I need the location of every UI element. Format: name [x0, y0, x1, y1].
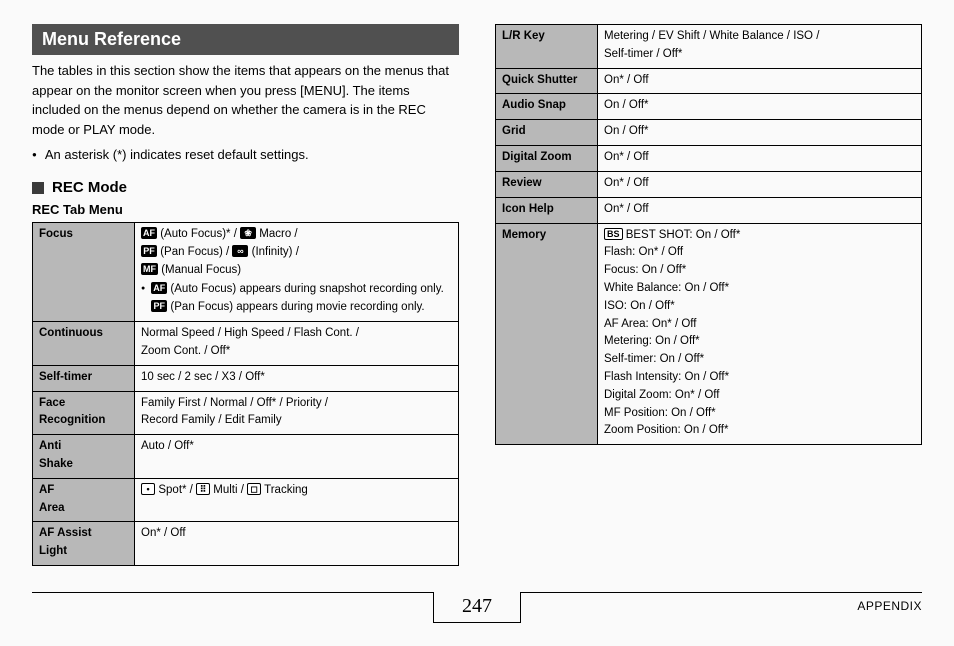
- row-label: Memory: [496, 223, 598, 445]
- row-label: AFArea: [33, 478, 135, 522]
- ⠿-icon: ⠿: [196, 483, 210, 495]
- row-value: On* / Off: [135, 522, 459, 566]
- row-value: Normal Speed / High Speed / Flash Cont. …: [135, 322, 459, 366]
- row-label: Review: [496, 171, 598, 197]
- rec-tab-table: FocusAF (Auto Focus)* / ❀ Macro /PF (Pan…: [32, 222, 459, 566]
- intro-text: The tables in this section show the item…: [32, 61, 459, 139]
- row-label: L/R Key: [496, 25, 598, 69]
- row-value: On* / Off: [598, 197, 922, 223]
- mf-icon: MF: [141, 263, 158, 275]
- row-label: Continuous: [33, 322, 135, 366]
- ∞-icon: ∞: [232, 245, 248, 257]
- row-value: 10 sec / 2 sec / X3 / Off*: [135, 365, 459, 391]
- ❀-icon: ❀: [240, 227, 256, 239]
- page-number: 247: [433, 592, 521, 623]
- row-label: Icon Help: [496, 197, 598, 223]
- row-label: Self-timer: [33, 365, 135, 391]
- table-row: MemoryBS BEST SHOT: On / Off*Flash: On* …: [496, 223, 922, 445]
- section-title: REC Mode: [52, 179, 127, 196]
- title-bar: Menu Reference: [32, 24, 459, 55]
- table-row: Quick ShutterOn* / Off: [496, 68, 922, 94]
- row-value: AF (Auto Focus)* / ❀ Macro /PF (Pan Focu…: [135, 223, 459, 322]
- section-heading: REC Mode: [32, 179, 459, 196]
- table-row: Audio SnapOn / Off*: [496, 94, 922, 120]
- columns: Menu Reference The tables in this sectio…: [32, 24, 922, 584]
- sub-heading: REC Tab Menu: [32, 202, 459, 217]
- row-label: AF AssistLight: [33, 522, 135, 566]
- row-value: On* / Off: [598, 68, 922, 94]
- row-value: Metering / EV Shift / White Balance / IS…: [598, 25, 922, 69]
- row-label: Quick Shutter: [496, 68, 598, 94]
- page-root: Menu Reference The tables in this sectio…: [0, 0, 954, 646]
- table-row: Self-timer10 sec / 2 sec / X3 / Off*: [33, 365, 459, 391]
- right-column: L/R KeyMetering / EV Shift / White Balan…: [495, 24, 922, 584]
- row-value: On / Off*: [598, 94, 922, 120]
- table-row: Icon HelpOn* / Off: [496, 197, 922, 223]
- table-row: FocusAF (Auto Focus)* / ❀ Macro /PF (Pan…: [33, 223, 459, 322]
- footer-section: APPENDIX: [857, 599, 922, 613]
- bullet-text: An asterisk (*) indicates reset default …: [45, 145, 309, 165]
- rec-tab-table-2: L/R KeyMetering / EV Shift / White Balan…: [495, 24, 922, 445]
- pf-icon: PF: [151, 300, 167, 312]
- bs-icon: BS: [604, 228, 623, 240]
- row-value: On / Off*: [598, 120, 922, 146]
- table-row: ContinuousNormal Speed / High Speed / Fl…: [33, 322, 459, 366]
- row-value: BS BEST SHOT: On / Off*Flash: On* / OffF…: [598, 223, 922, 445]
- table-row: L/R KeyMetering / EV Shift / White Balan…: [496, 25, 922, 69]
- left-column: Menu Reference The tables in this sectio…: [32, 24, 459, 584]
- pf-icon: PF: [141, 245, 157, 257]
- table-row: AFArea • Spot* / ⠿ Multi / ◻ Tracking: [33, 478, 459, 522]
- af-icon: AF: [141, 227, 157, 239]
- af-icon: AF: [151, 282, 167, 294]
- row-label: FaceRecognition: [33, 391, 135, 435]
- row-value: On* / Off: [598, 171, 922, 197]
- table-row: FaceRecognitionFamily First / Normal / O…: [33, 391, 459, 435]
- bullet-icon: ●: [32, 145, 37, 165]
- row-label: Audio Snap: [496, 94, 598, 120]
- row-label: AntiShake: [33, 435, 135, 479]
- row-value: On* / Off: [598, 146, 922, 172]
- table-row: GridOn / Off*: [496, 120, 922, 146]
- table-row: AntiShakeAuto / Off*: [33, 435, 459, 479]
- footer: 247 APPENDIX: [32, 592, 922, 632]
- row-label: Focus: [33, 223, 135, 322]
- table-row: AF AssistLightOn* / Off: [33, 522, 459, 566]
- square-icon: [32, 182, 44, 194]
- ◻-icon: ◻: [247, 483, 261, 495]
- row-label: Digital Zoom: [496, 146, 598, 172]
- row-value: Auto / Off*: [135, 435, 459, 479]
- • -icon: •: [141, 483, 155, 495]
- row-value: • Spot* / ⠿ Multi / ◻ Tracking: [135, 478, 459, 522]
- reset-note: ● An asterisk (*) indicates reset defaul…: [32, 145, 459, 165]
- row-label: Grid: [496, 120, 598, 146]
- table-row: Digital ZoomOn* / Off: [496, 146, 922, 172]
- row-value: Family First / Normal / Off* / Priority …: [135, 391, 459, 435]
- table-row: ReviewOn* / Off: [496, 171, 922, 197]
